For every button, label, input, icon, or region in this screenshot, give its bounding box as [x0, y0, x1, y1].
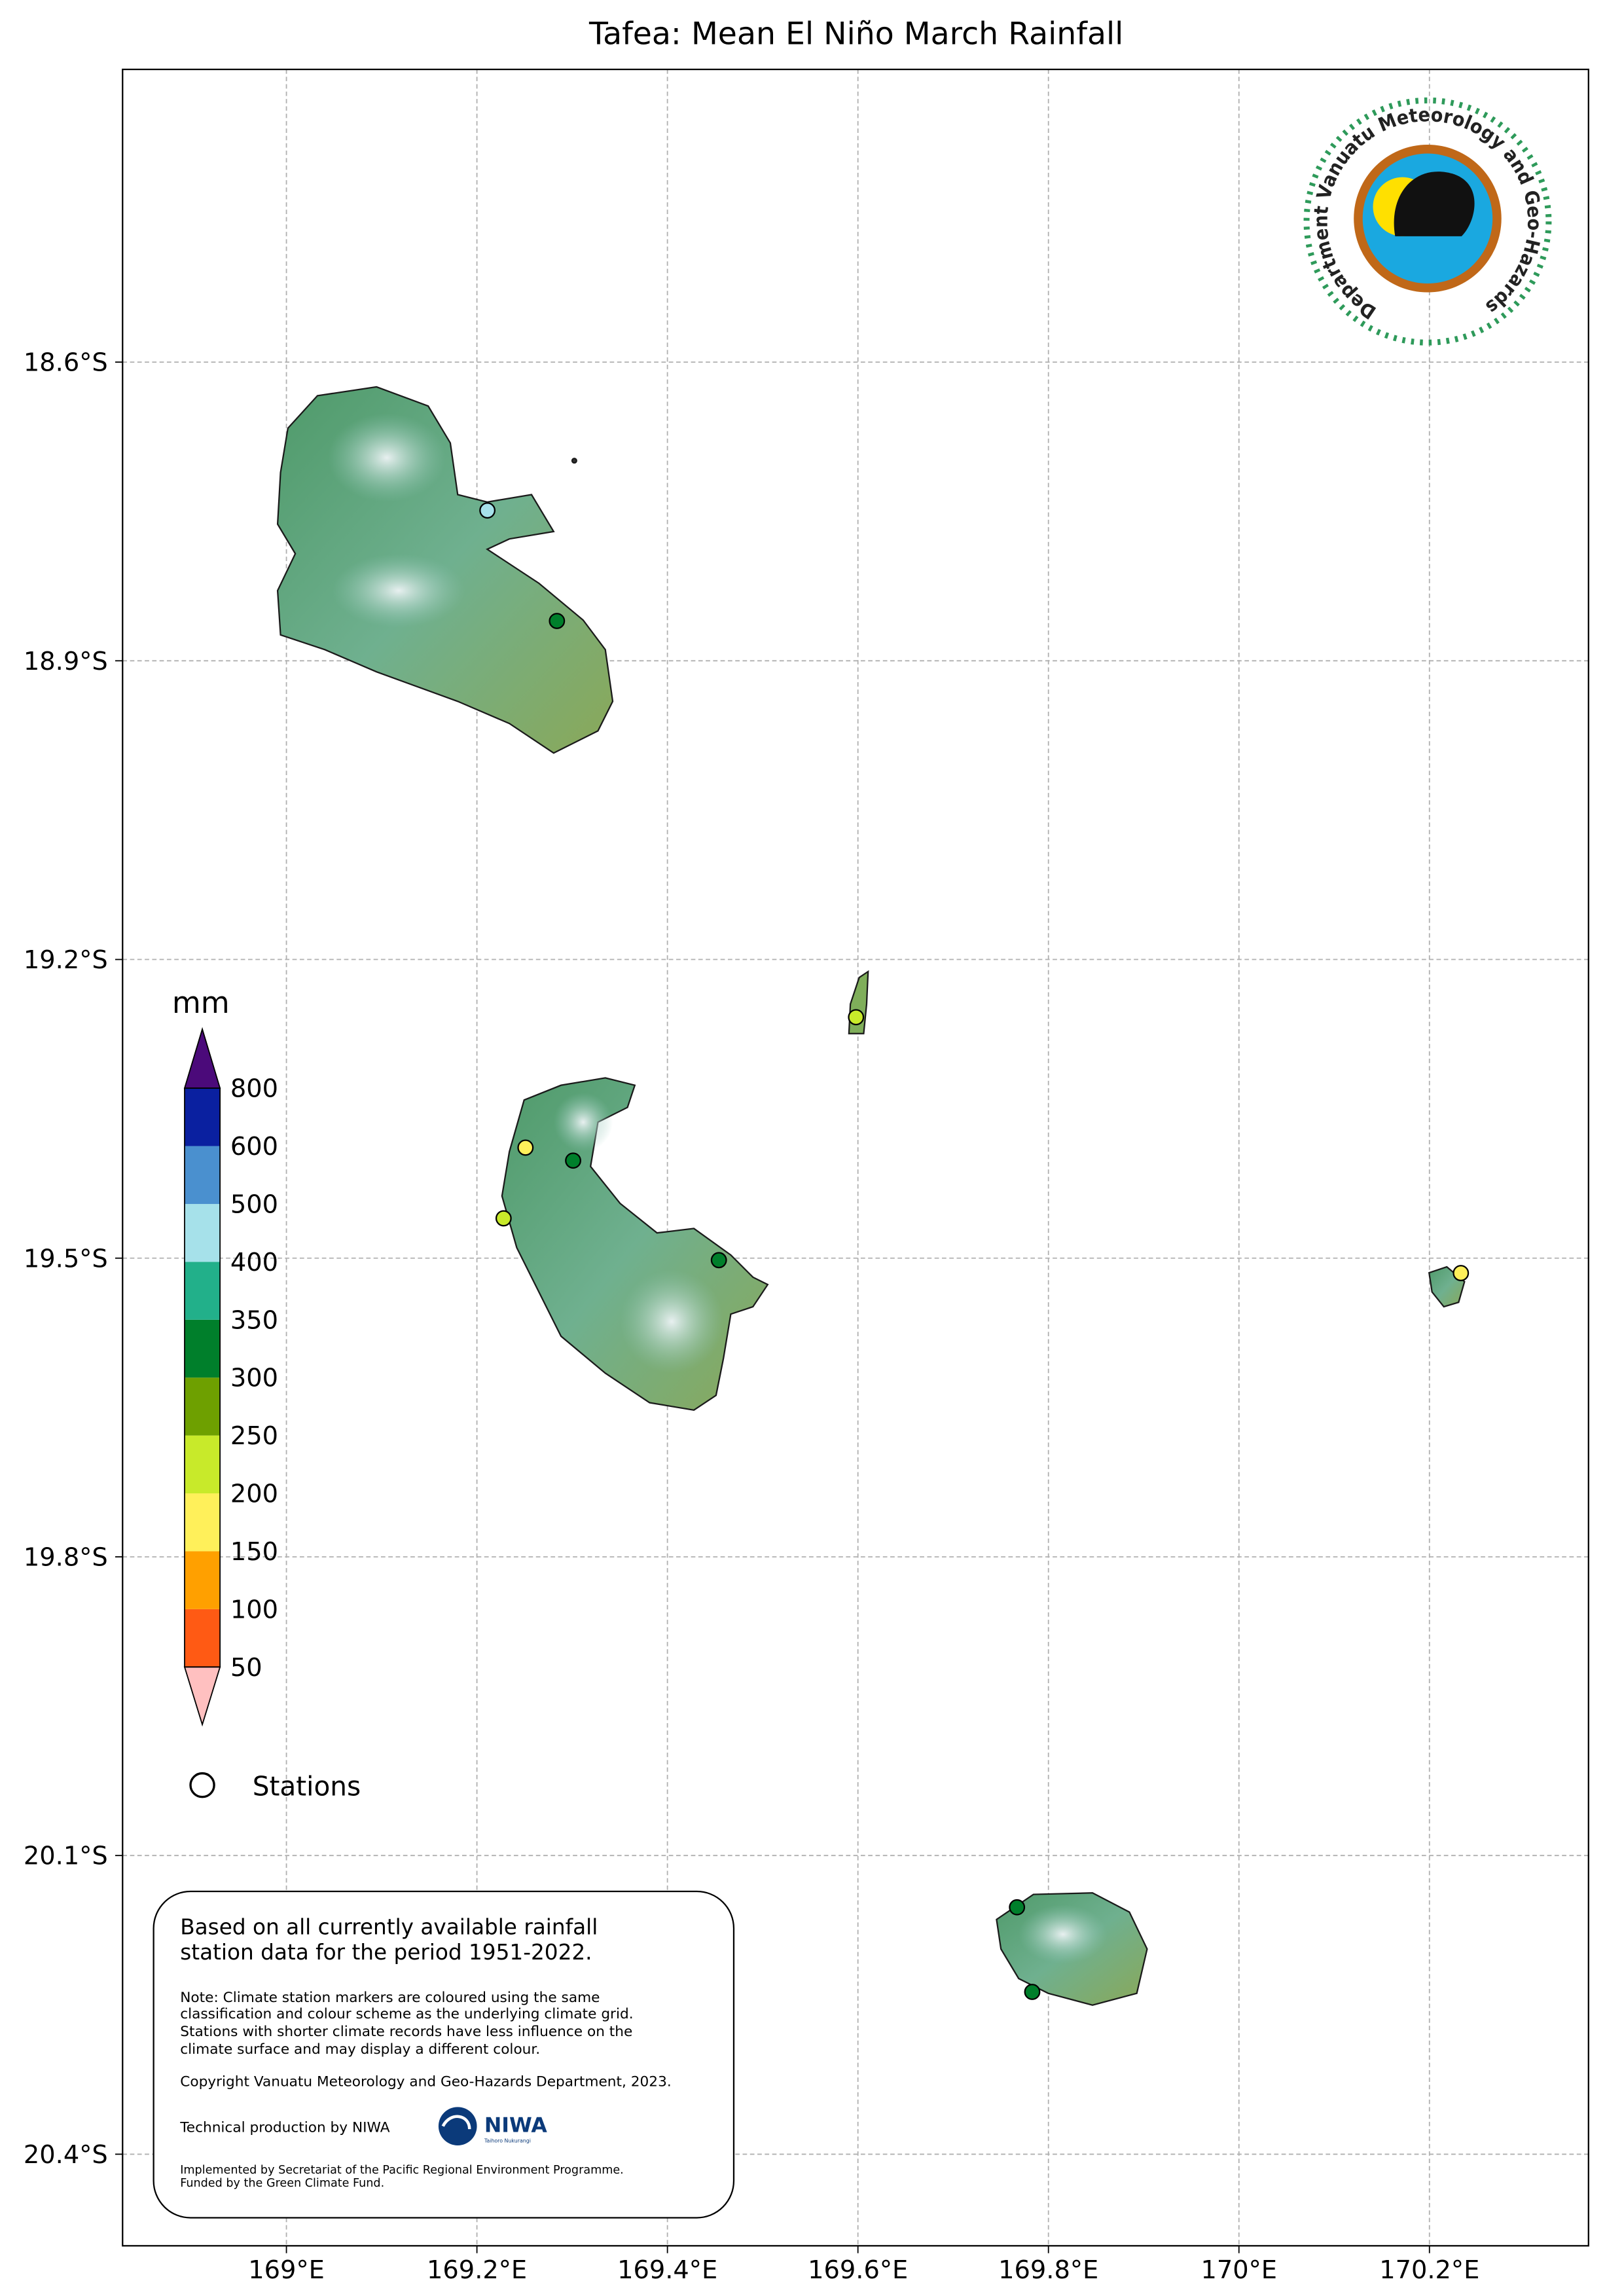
logo: Department Vanuatu Meteorology and Geo-H…: [1303, 97, 1552, 346]
stations: [479, 502, 1470, 2000]
x-tick-label: 169.4°E: [617, 2255, 717, 2285]
y-tick-label: 19.8°S: [24, 1543, 108, 1573]
axes: 169°E 169.2°E 169.4°E 169.6°E 169.8°E 170°E 17…: [24, 348, 1479, 2285]
note-line: climate surface and may display a differ…: [180, 2041, 540, 2058]
x-tick-label: 170°E: [1200, 2255, 1277, 2285]
colorbar-label: 500: [230, 1190, 278, 1220]
copyright: Copyright Vanuatu Meteorology and Geo-Ha…: [180, 2074, 671, 2090]
colorbar-label: 800: [230, 1074, 278, 1104]
grid: [122, 69, 1589, 2246]
station: [495, 1210, 512, 1227]
colorbar-label: 350: [230, 1305, 278, 1335]
colorbar-label: 250: [230, 1421, 278, 1451]
colorbar-segment: [184, 1493, 221, 1552]
colorbar-segment: [184, 1203, 221, 1262]
colorbar-under-arrow: [183, 1666, 221, 1727]
colorbar-over-arrow: [183, 1027, 221, 1089]
x-tick-label: 170.2°E: [1379, 2255, 1479, 2285]
colorbar-segment: [184, 1551, 221, 1609]
colorbar-segment: [184, 1088, 221, 1146]
summary-line: station data for the period 1951-2022.: [180, 1940, 592, 1965]
colorbar-segment: [184, 1609, 221, 1667]
colorbar-segment: [184, 1146, 221, 1204]
station: [1009, 1899, 1026, 1916]
funding-line: Implemented by Secretariat of the Pacifi…: [180, 2164, 624, 2177]
funding-line: Funded by the Green Climate Fund.: [180, 2177, 384, 2190]
station: [549, 613, 566, 629]
station: [1453, 1265, 1470, 1281]
summary-line: Based on all currently available rainfal…: [180, 1914, 598, 1939]
colorbar-label: 100: [230, 1595, 278, 1624]
islands: [276, 386, 1466, 2006]
y-tick-label: 19.5°S: [24, 1244, 108, 1273]
x-tick-label: 169.6°E: [808, 2255, 908, 2285]
colorbar-label: 200: [230, 1480, 278, 1509]
colorbar-label: 600: [230, 1132, 278, 1161]
colorbar-label: 300: [230, 1364, 278, 1393]
niwa-icon: [438, 2107, 477, 2145]
colorbar-segment: [184, 1262, 221, 1320]
station: [479, 502, 496, 519]
y-tick-label: 19.2°S: [24, 945, 108, 975]
x-tick-label: 169.2°E: [427, 2255, 527, 2285]
station-legend-label: Stations: [253, 1770, 361, 1802]
colorbar-label: 50: [230, 1653, 262, 1683]
station-legend-marker: [189, 1772, 215, 1798]
colorbar-label: 150: [230, 1537, 278, 1567]
x-tick-label: 169°E: [248, 2255, 325, 2285]
station: [517, 1139, 534, 1156]
map-frame: [122, 68, 1589, 2247]
island: [501, 1077, 769, 1412]
niwa-logo-text: NIWA: [484, 2114, 548, 2138]
colorbar-segment: [184, 1377, 221, 1436]
legend: mm Stations 50 100 150 200 250 300 350 400 500 60…: [172, 985, 361, 1802]
station: [710, 1252, 727, 1269]
legend-title: mm: [172, 985, 230, 1020]
map-title: Tafea: Mean El Niño March Rainfall: [588, 16, 1123, 52]
niwa-logo-subtext: Taihoro Nukurangi: [484, 2138, 531, 2143]
y-tick-label: 18.9°S: [24, 647, 108, 676]
colorbar-label: 400: [230, 1248, 278, 1277]
y-tick-label: 20.4°S: [24, 2140, 108, 2170]
station: [1024, 1984, 1041, 2000]
y-tick-label: 20.1°S: [24, 1842, 108, 1871]
x-tick-label: 169.8°E: [998, 2255, 1098, 2285]
note-box: Based on all currently available rainfal…: [153, 1890, 735, 2219]
station: [565, 1152, 581, 1169]
colorbar-segment: [184, 1319, 221, 1378]
note-line: classification and colour scheme as the …: [180, 2006, 633, 2022]
station: [848, 1009, 865, 1026]
note-line: Stations with shorter climate records ha…: [180, 2024, 632, 2040]
colorbar-frame: [184, 1087, 221, 1668]
note-line: Note: Climate station markers are colour…: [180, 1990, 600, 2006]
colorbar-segment: [184, 1435, 221, 1494]
y-tick-label: 18.6°S: [24, 348, 108, 378]
production: Technical production by NIWA: [179, 2120, 390, 2136]
